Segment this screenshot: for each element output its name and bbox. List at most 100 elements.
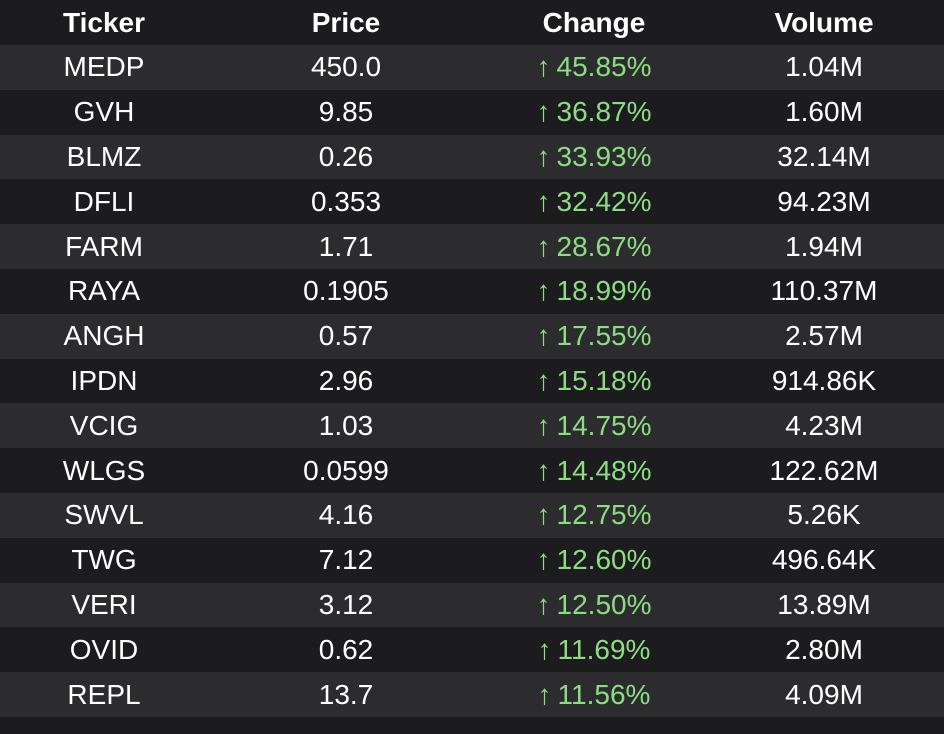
- price-cell: 1.03: [318, 409, 374, 441]
- change-cell: ↑ 12.75%: [484, 493, 704, 538]
- price-cell: 9.85: [318, 96, 374, 128]
- arrow-up-icon: ↑: [536, 588, 551, 620]
- change-value: 32.42%: [556, 185, 652, 217]
- price-cell: 450.0: [310, 51, 382, 83]
- table-row[interactable]: REPL 13.7 ↑ 11.56% 4.09M: [0, 672, 944, 717]
- change-value: 45.85%: [556, 51, 652, 83]
- volume-cell: 13.89M: [777, 588, 871, 620]
- arrow-up-icon: ↑: [536, 275, 551, 307]
- change-cell: ↑ 15.18%: [484, 359, 704, 404]
- price-cell: 1.71: [318, 230, 374, 262]
- ticker-cell: RAYA: [67, 275, 141, 307]
- change-value: 14.48%: [556, 454, 652, 486]
- header-price[interactable]: Price: [311, 6, 381, 38]
- price-cell: 0.62: [318, 633, 374, 665]
- ticker-cell: MEDP: [63, 51, 145, 83]
- arrow-up-icon: ↑: [537, 678, 552, 710]
- volume-cell: 5.26K: [787, 499, 861, 531]
- price-cell: 0.0599: [303, 454, 389, 486]
- change-value: 18.99%: [556, 275, 652, 307]
- arrow-up-icon: ↑: [536, 409, 551, 441]
- ticker-cell: REPL: [67, 678, 141, 710]
- change-cell: ↑ 45.85%: [484, 45, 704, 90]
- change-value: 36.87%: [556, 96, 652, 128]
- table-row[interactable]: RAYA 0.1905 ↑ 18.99% 110.37M: [0, 269, 944, 314]
- change-value: 12.75%: [556, 499, 652, 531]
- table-row[interactable]: WLGS 0.0599 ↑ 14.48% 122.62M: [0, 448, 944, 493]
- ticker-cell: IPDN: [70, 364, 138, 396]
- arrow-up-icon: ↑: [536, 185, 551, 217]
- arrow-up-icon: ↑: [536, 499, 551, 531]
- arrow-up-icon: ↑: [537, 633, 552, 665]
- change-cell: ↑ 14.75%: [484, 403, 704, 448]
- change-value: 11.56%: [557, 678, 651, 710]
- volume-cell: 94.23M: [777, 185, 871, 217]
- arrow-up-icon: ↑: [536, 364, 551, 396]
- table-row[interactable]: DFLI 0.353 ↑ 32.42% 94.23M: [0, 179, 944, 225]
- price-cell: 13.7: [318, 678, 374, 710]
- table-row[interactable]: TWG 7.12 ↑ 12.60% 496.64K: [0, 537, 944, 583]
- table-header: Ticker Price Change Volume: [0, 0, 944, 45]
- volume-cell: 1.04M: [785, 51, 863, 83]
- ticker-cell: DFLI: [73, 185, 135, 217]
- change-value: 12.60%: [556, 544, 652, 576]
- price-cell: 3.12: [318, 588, 374, 620]
- volume-cell: 2.80M: [785, 633, 863, 665]
- arrow-up-icon: ↑: [536, 140, 551, 172]
- ticker-cell: GVH: [73, 96, 135, 128]
- change-cell: ↑ 11.69%: [484, 627, 704, 672]
- table-row[interactable]: ANGH 0.57 ↑ 17.55% 2.57M: [0, 313, 944, 359]
- change-cell: ↑ 36.87%: [484, 90, 704, 135]
- header-volume[interactable]: Volume: [774, 6, 874, 38]
- change-value: 15.18%: [556, 364, 652, 396]
- change-cell: ↑ 18.99%: [484, 269, 704, 314]
- change-value: 12.50%: [556, 588, 652, 620]
- volume-cell: 4.09M: [785, 678, 863, 710]
- price-cell: 0.26: [318, 140, 374, 172]
- header-ticker[interactable]: Ticker: [63, 6, 145, 38]
- change-cell: ↑ 11.56%: [484, 672, 704, 717]
- change-value: 17.55%: [556, 320, 652, 352]
- table-row[interactable]: OVID 0.62 ↑ 11.69% 2.80M: [0, 627, 944, 673]
- arrow-up-icon: ↑: [536, 96, 551, 128]
- ticker-cell: OVID: [69, 633, 139, 665]
- volume-cell: 1.60M: [785, 96, 863, 128]
- price-cell: 0.1905: [303, 275, 389, 307]
- table-row[interactable]: GVH 9.85 ↑ 36.87% 1.60M: [0, 89, 944, 135]
- ticker-cell: VERI: [71, 588, 137, 620]
- change-cell: ↑ 32.42%: [484, 179, 704, 224]
- ticker-cell: SWVL: [64, 499, 144, 531]
- change-cell: ↑ 28.67%: [484, 224, 704, 269]
- volume-cell: 4.23M: [785, 409, 863, 441]
- ticker-cell: TWG: [71, 544, 137, 576]
- table-row[interactable]: VCIG 1.03 ↑ 14.75% 4.23M: [0, 403, 944, 449]
- change-cell: ↑ 33.93%: [484, 135, 704, 180]
- table-row[interactable]: VERI 3.12 ↑ 12.50% 13.89M: [0, 582, 944, 628]
- arrow-up-icon: ↑: [536, 320, 551, 352]
- table-row[interactable]: IPDN 2.96 ↑ 15.18% 914.86K: [0, 358, 944, 404]
- volume-cell: 496.64K: [771, 544, 877, 576]
- price-cell: 2.96: [318, 364, 374, 396]
- table-row[interactable]: MEDP 450.0 ↑ 45.85% 1.04M: [0, 45, 944, 90]
- ticker-cell: BLMZ: [66, 140, 142, 172]
- change-value: 14.75%: [556, 409, 652, 441]
- change-cell: ↑ 17.55%: [484, 314, 704, 359]
- volume-cell: 110.37M: [770, 275, 878, 307]
- price-cell: 7.12: [318, 544, 374, 576]
- volume-cell: 32.14M: [777, 140, 871, 172]
- volume-cell: 1.94M: [785, 230, 863, 262]
- change-cell: ↑ 12.60%: [484, 538, 704, 583]
- ticker-cell: FARM: [65, 230, 143, 262]
- header-change[interactable]: Change: [542, 6, 646, 38]
- arrow-up-icon: ↑: [536, 230, 551, 262]
- price-cell: 0.353: [310, 185, 382, 217]
- table-row[interactable]: FARM 1.71 ↑ 28.67% 1.94M: [0, 224, 944, 269]
- table-row[interactable]: SWVL 4.16 ↑ 12.75% 5.26K: [0, 493, 944, 538]
- change-cell: ↑ 12.50%: [484, 583, 704, 628]
- price-cell: 0.57: [318, 320, 374, 352]
- table-row[interactable]: BLMZ 0.26 ↑ 33.93% 32.14M: [0, 134, 944, 180]
- price-cell: 4.16: [318, 499, 374, 531]
- change-value: 28.67%: [556, 230, 652, 262]
- volume-cell: 2.57M: [785, 320, 863, 352]
